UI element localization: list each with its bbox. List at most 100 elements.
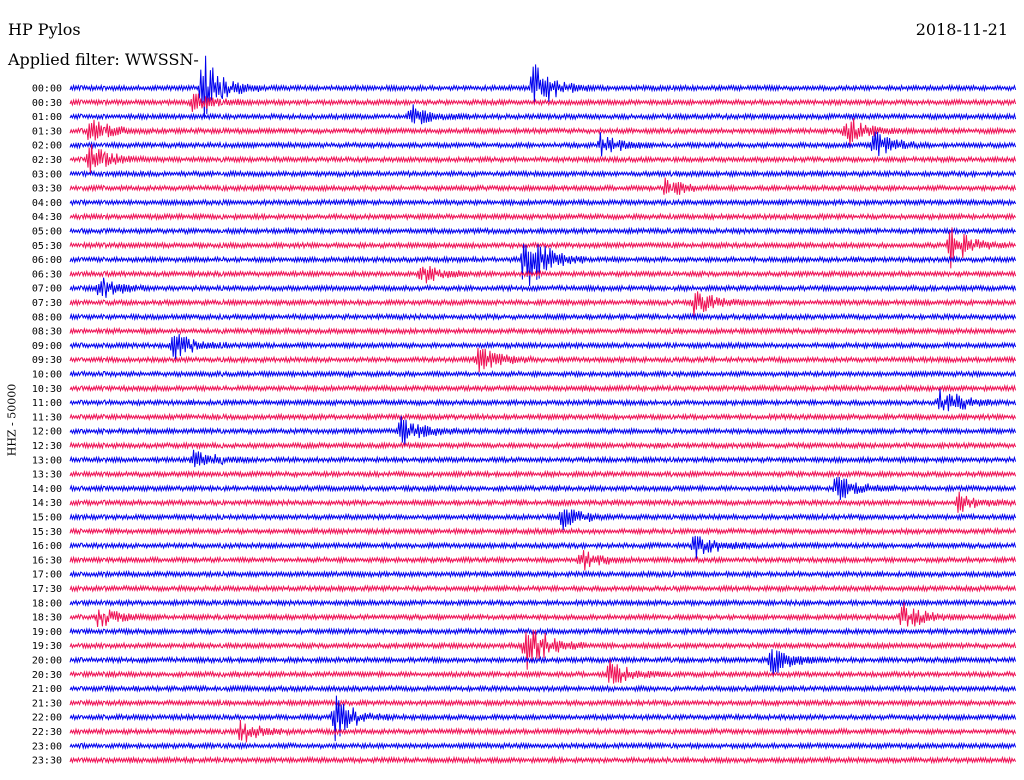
- station-title: HP Pylos: [8, 20, 81, 39]
- trace-line: [69, 412, 1017, 422]
- row-label: 22:30: [32, 727, 62, 738]
- row-label: 21:00: [32, 684, 62, 695]
- row-label: 13:00: [32, 455, 62, 466]
- trace-line: [69, 629, 1017, 670]
- trace-line: [69, 266, 1017, 284]
- row-label: 13:30: [32, 470, 62, 481]
- trace-line: [69, 698, 1017, 708]
- trace-line: [69, 550, 1017, 571]
- row-label: 12:00: [32, 427, 62, 438]
- filter-label: Applied filter: WWSSN-: [8, 50, 199, 69]
- row-label: 10:30: [32, 384, 62, 395]
- trace-line: [69, 55, 1017, 117]
- trace-line: [69, 491, 1017, 513]
- row-label: 14:30: [32, 498, 62, 509]
- trace-line: [69, 144, 1017, 175]
- trace-line: [69, 695, 1017, 742]
- row-label: 10:00: [32, 370, 62, 381]
- trace-line: [69, 509, 1017, 531]
- row-label: 05:30: [32, 241, 62, 252]
- row-label: 07:30: [32, 298, 62, 309]
- row-label: 11:00: [32, 398, 62, 409]
- row-label: 18:30: [32, 613, 62, 624]
- trace-line: [69, 476, 1017, 500]
- trace-line: [69, 291, 1017, 317]
- row-label: 06:30: [32, 269, 62, 280]
- trace-line: [69, 627, 1017, 636]
- row-label: 11:30: [32, 412, 62, 423]
- trace-line: [69, 118, 1017, 146]
- trace-line: [69, 602, 1017, 628]
- date-label: 2018-11-21: [915, 20, 1008, 39]
- row-label: 20:00: [32, 656, 62, 667]
- row-label: 03:00: [32, 169, 62, 180]
- row-label: 01:30: [32, 126, 62, 137]
- trace-line: [69, 277, 1017, 298]
- row-label: 04:30: [32, 212, 62, 223]
- row-label: 05:00: [32, 227, 62, 238]
- row-label: 07:00: [32, 284, 62, 295]
- row-label: 20:30: [32, 670, 62, 681]
- row-label: 17:30: [32, 584, 62, 595]
- trace-line: [69, 469, 1017, 479]
- row-label: 23:30: [32, 756, 62, 767]
- trace-line: [69, 719, 1017, 743]
- trace-line: [69, 535, 1017, 559]
- row-label: 23:00: [32, 741, 62, 752]
- trace-line: [69, 334, 1017, 360]
- row-label: 16:00: [32, 541, 62, 552]
- row-label: 14:00: [32, 484, 62, 495]
- trace-line: [69, 326, 1017, 336]
- trace-line: [69, 177, 1017, 195]
- trace-line: [69, 584, 1017, 593]
- trace-line: [69, 526, 1017, 536]
- trace-line: [69, 227, 1017, 269]
- row-label: 09:00: [32, 341, 62, 352]
- row-label: 08:00: [32, 312, 62, 323]
- trace-line: [69, 569, 1017, 579]
- trace-line: [69, 369, 1017, 379]
- trace-line: [69, 198, 1017, 207]
- row-label: 00:00: [32, 84, 62, 95]
- trace-line: [69, 169, 1017, 179]
- trace-line: [69, 347, 1017, 373]
- trace-line: [69, 388, 1017, 412]
- row-label: 19:30: [32, 641, 62, 652]
- row-label: 00:30: [32, 98, 62, 109]
- trace-line: [69, 243, 1017, 287]
- trace-line: [69, 383, 1017, 393]
- row-label: 06:00: [32, 255, 62, 266]
- row-label: 01:00: [32, 112, 62, 123]
- row-label: 04:00: [32, 198, 62, 209]
- trace-line: [69, 104, 1017, 125]
- row-label: 21:30: [32, 698, 62, 709]
- trace-line: [69, 449, 1017, 468]
- row-label: 15:00: [32, 513, 62, 524]
- trace-line: [69, 312, 1017, 322]
- row-label: 09:30: [32, 355, 62, 366]
- row-label: 03:30: [32, 184, 62, 195]
- trace-line: [69, 441, 1017, 450]
- row-label: 02:00: [32, 141, 62, 152]
- row-label: 22:00: [32, 713, 62, 724]
- trace-line: [69, 659, 1017, 684]
- trace-line: [69, 212, 1017, 222]
- row-label: 19:00: [32, 627, 62, 638]
- trace-line: [69, 755, 1017, 765]
- trace-line: [69, 598, 1017, 608]
- row-label: 17:00: [32, 570, 62, 581]
- trace-line: [69, 415, 1017, 446]
- row-label: 15:30: [32, 527, 62, 538]
- row-label: 16:30: [32, 555, 62, 566]
- trace-line: [69, 684, 1017, 693]
- trace-line: [69, 226, 1017, 236]
- row-label: 18:00: [32, 598, 62, 609]
- trace-line: [69, 741, 1017, 751]
- row-label: 02:30: [32, 155, 62, 166]
- trace-line: [69, 131, 1017, 157]
- row-label: 12:30: [32, 441, 62, 452]
- trace-line: [69, 93, 1017, 112]
- trace-line: [69, 649, 1017, 677]
- row-label: 08:30: [32, 327, 62, 338]
